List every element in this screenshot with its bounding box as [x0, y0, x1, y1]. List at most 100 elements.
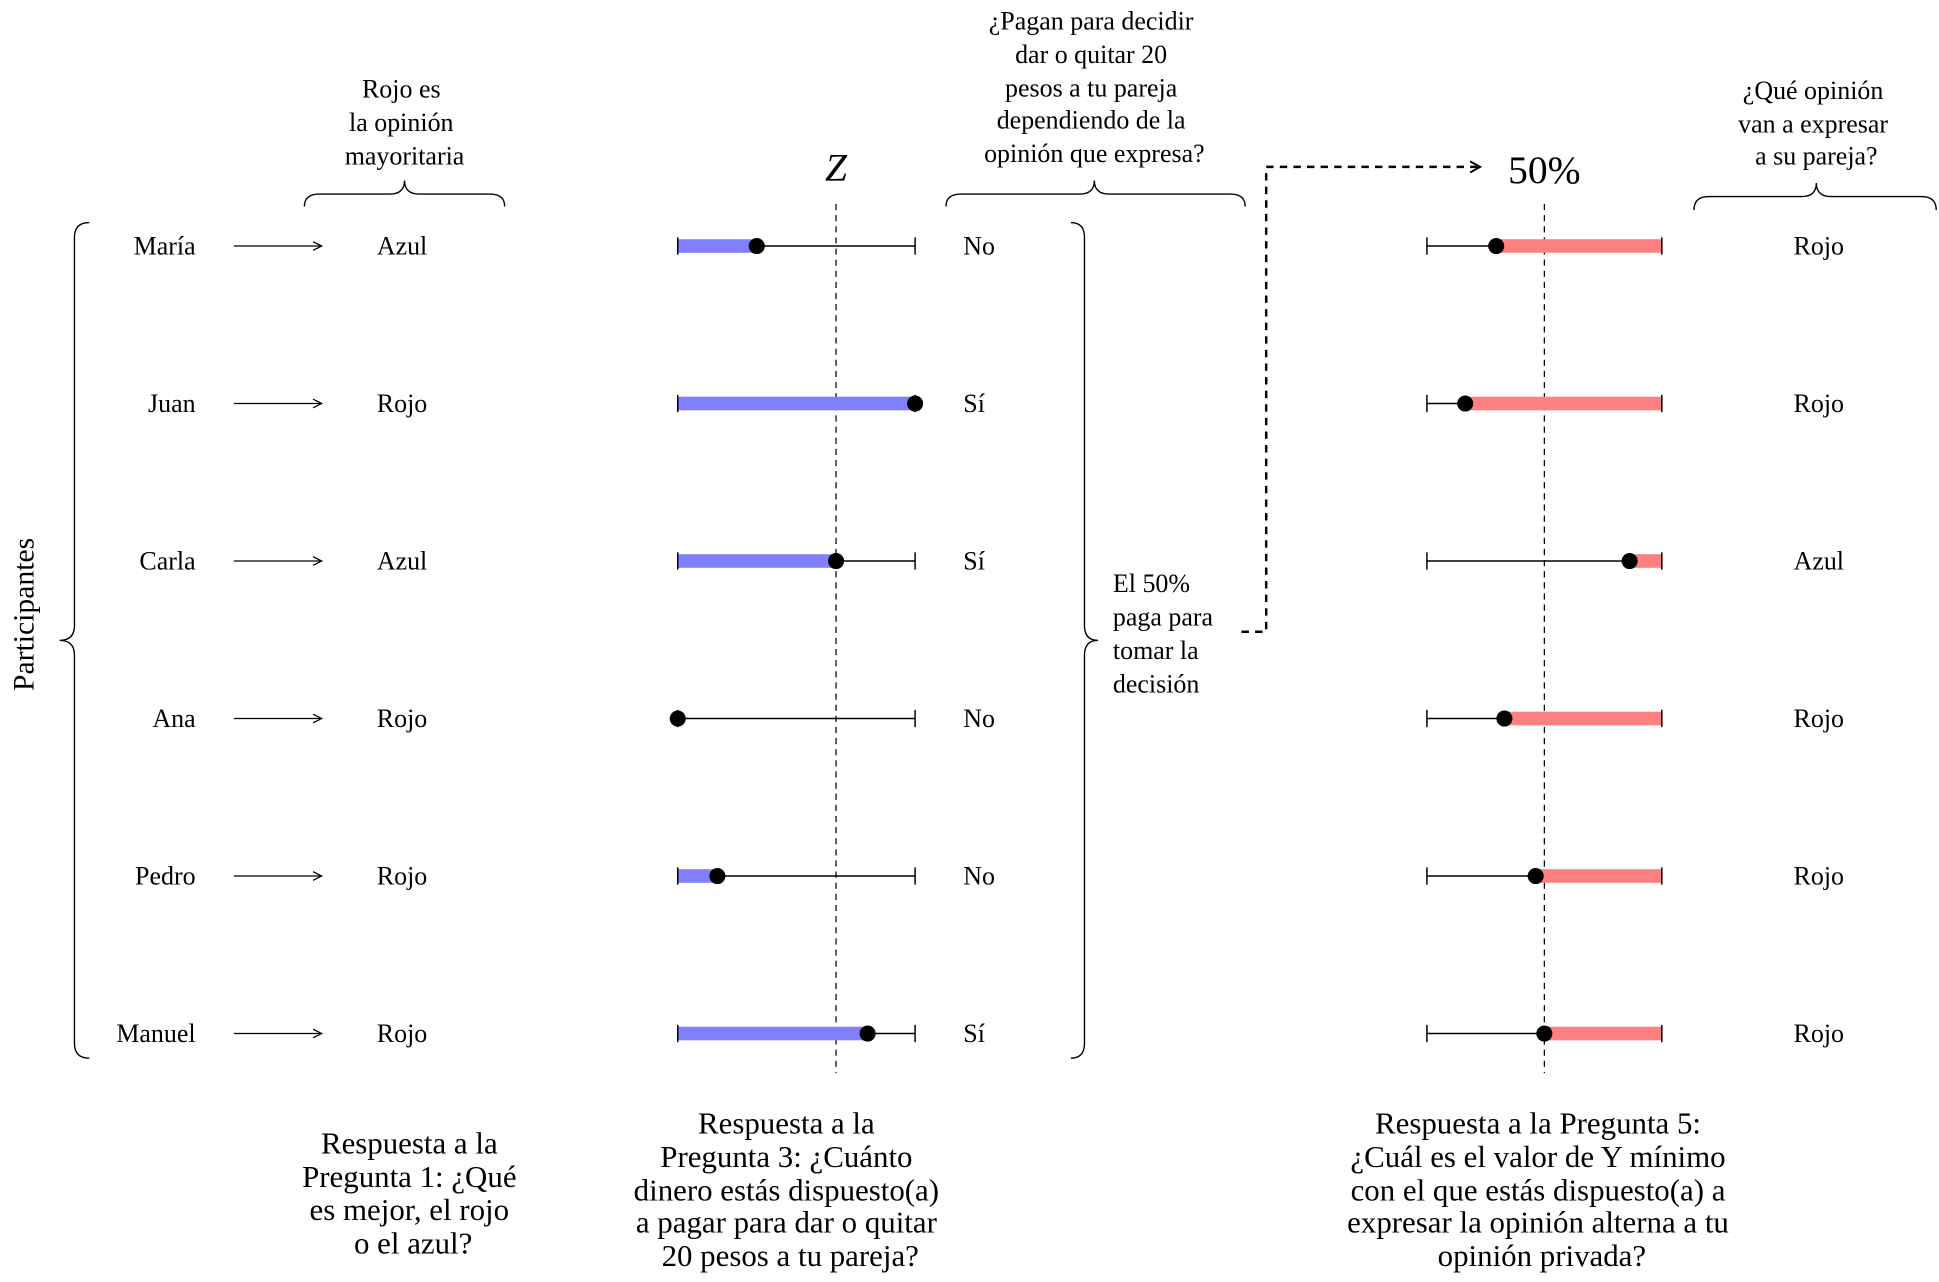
- q3-bar: [677, 1026, 868, 1041]
- arrow-head: [312, 241, 324, 251]
- participant-rows: María Azul No Rojo Juan Rojo Sí Rojo Carla Azul Sí…: [116, 232, 1844, 1048]
- z-threshold-label: Z: [825, 145, 848, 189]
- majority-brace: [303, 180, 506, 207]
- pay-question-line: dependiendo de la: [997, 106, 1186, 135]
- expressed-answer: Rojo: [1794, 232, 1844, 261]
- caption-q3-line: dinero estás dispuesto(a): [634, 1172, 939, 1207]
- q3-bar: [677, 869, 718, 883]
- participants-label: Participantes: [9, 538, 41, 691]
- caption-q5-line: ¿Cuál es el valor de Y mínimo: [1350, 1139, 1725, 1174]
- q1-answer: Azul: [377, 547, 427, 576]
- caption-q5-line: opinión privada?: [1438, 1238, 1646, 1273]
- q1-answer: Rojo: [377, 704, 427, 733]
- pays-answer: Sí: [963, 389, 985, 418]
- q5-bar: [1544, 1026, 1662, 1041]
- caption-q5-line: con el que estás dispuesto(a) a: [1351, 1172, 1726, 1207]
- caption-q3: Respuesta a la Pregunta 3: ¿Cuánto diner…: [634, 1106, 947, 1273]
- q3-value-dot: [859, 1025, 876, 1042]
- expressed-question-line: ¿Qué opinión: [1743, 76, 1884, 105]
- expressed-answer: Rojo: [1794, 704, 1844, 733]
- q5-bar: [1535, 869, 1662, 883]
- pay-summary-line: tomar la: [1113, 636, 1199, 665]
- q5-bar: [1504, 711, 1662, 726]
- pay-question-line: pesos a tu pareja: [1005, 73, 1178, 102]
- q5-value-dot: [1536, 1025, 1553, 1042]
- q5-value-dot: [1457, 395, 1474, 412]
- caption-q3-line: Respuesta a la: [698, 1106, 875, 1141]
- q1-answer: Rojo: [377, 1019, 427, 1048]
- participant-name: Carla: [139, 547, 196, 576]
- pays-answer: No: [963, 862, 995, 891]
- caption-q5-line: expresar la opinión alterna a tu: [1347, 1205, 1729, 1240]
- pay-question-line: opinión que expresa?: [984, 139, 1205, 168]
- participant-row: Manuel Rojo Sí Rojo: [116, 1019, 1844, 1048]
- q5-value-dot: [1488, 237, 1505, 255]
- pays-answer: No: [963, 232, 995, 261]
- caption-q1-line: o el azul?: [354, 1226, 472, 1261]
- q5-bar: [1629, 554, 1662, 568]
- caption-q1: Respuesta a la Pregunta 1: ¿Qué es mejor…: [302, 1125, 524, 1260]
- pay-summary-line: decisión: [1113, 669, 1200, 698]
- q1-answer: Azul: [377, 232, 427, 261]
- expressed-question: ¿Qué opinión van a expresar a su pareja?: [1738, 76, 1894, 171]
- q1-answer: Rojo: [377, 389, 427, 418]
- caption-q1-line: es mejor, el rojo: [310, 1192, 510, 1227]
- participant-row: Juan Rojo Sí Rojo: [148, 389, 1844, 418]
- caption-q5: Respuesta a la Pregunta 5: ¿Cuál es el v…: [1347, 1106, 1736, 1273]
- participant-name: Ana: [152, 704, 196, 733]
- arrow-head: [312, 1028, 324, 1039]
- pays-answer: Sí: [963, 1019, 985, 1048]
- majority-note: Rojo es la opinión mayoritaria: [345, 75, 465, 171]
- participants-brace: [59, 221, 90, 1059]
- q3-bar: [677, 239, 757, 253]
- pay-summary-line: El 50%: [1113, 569, 1190, 598]
- dashed-connector-arrow: [1241, 165, 1478, 633]
- majority-note-line: mayoritaria: [345, 141, 465, 170]
- pay-summary-line: paga para: [1113, 603, 1214, 632]
- participant-row: Pedro Rojo No Rojo: [135, 862, 1844, 891]
- q5-bar: [1465, 396, 1662, 411]
- caption-q1-line: Pregunta 1: ¿Qué: [302, 1159, 516, 1194]
- pay-question-line: dar o quitar 20: [1015, 40, 1167, 69]
- dashed-connector-arrowhead: [1469, 160, 1483, 174]
- q3-value-dot: [748, 237, 765, 255]
- q3-value-dot: [828, 552, 845, 570]
- caption-q5-line: Respuesta a la Pregunta 5:: [1375, 1106, 1701, 1141]
- q5-value-dot: [1496, 710, 1513, 727]
- majority-note-line: la opinión: [349, 108, 454, 137]
- q3-bar: [677, 554, 837, 568]
- expressed-question-line: van a expresar: [1738, 109, 1888, 138]
- majority-note-line: Rojo es: [362, 75, 441, 104]
- pay-summary-brace: [1070, 221, 1099, 1059]
- q5-value-dot: [1621, 552, 1638, 570]
- q3-value-dot: [709, 867, 726, 885]
- expressed-answer: Rojo: [1794, 389, 1844, 418]
- q3-bar: [677, 396, 916, 411]
- q5-value-dot: [1527, 867, 1544, 885]
- participant-name: Pedro: [135, 862, 196, 891]
- expressed-answer: Rojo: [1794, 862, 1844, 891]
- arrow-head: [312, 556, 324, 566]
- q5-bar: [1496, 239, 1662, 253]
- q3-value-dot: [669, 710, 686, 727]
- caption-q3-line: 20 pesos a tu pareja?: [662, 1238, 919, 1273]
- participant-row: Carla Azul Sí Azul: [139, 547, 1844, 576]
- q1-answer: Rojo: [377, 862, 427, 891]
- participant-row: Ana Rojo No Rojo: [152, 704, 1844, 733]
- pay-summary: El 50% paga para tomar la decisión: [1113, 569, 1220, 698]
- participant-row: María Azul No Rojo: [134, 232, 1844, 261]
- arrow-head: [312, 713, 324, 724]
- participant-name: Juan: [148, 389, 196, 418]
- expressed-answer: Azul: [1794, 547, 1844, 576]
- pays-answer: No: [963, 704, 995, 733]
- arrow-head: [312, 398, 324, 409]
- expressed-answer: Rojo: [1794, 1019, 1844, 1048]
- pay-question-line: ¿Pagan para decidir: [989, 7, 1194, 36]
- q3-value-dot: [907, 395, 924, 412]
- fifty-percent-threshold-label: 50%: [1508, 148, 1581, 192]
- pay-question-brace: [945, 180, 1246, 207]
- arrow-head: [312, 871, 324, 881]
- expressed-question-line: a su pareja?: [1755, 141, 1877, 170]
- caption-q3-line: a pagar para dar o quitar: [636, 1205, 938, 1240]
